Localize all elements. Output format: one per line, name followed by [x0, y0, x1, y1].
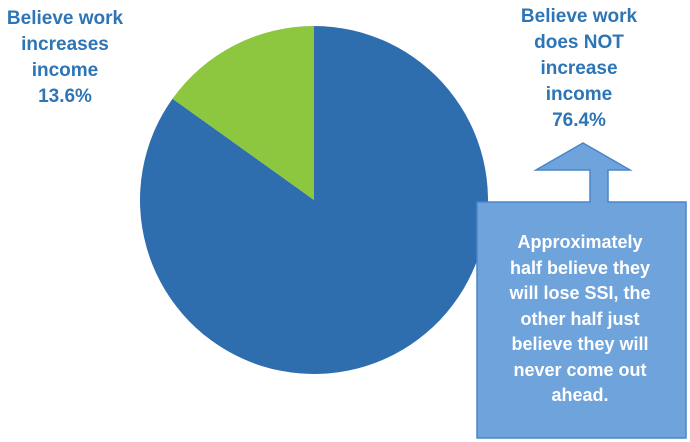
callout-line-4: other half just: [520, 308, 640, 329]
callout-line-5: believe they will: [511, 334, 649, 354]
slice-label-increases-line-1: Believe work: [6, 8, 124, 29]
pie-slice-increases: [172, 26, 314, 200]
callout-arrow-box: [476, 142, 687, 439]
slice-label-not-increase-line-3: increase: [540, 58, 618, 79]
slice-label-not-increase: Believe work does NOT increase income 76…: [500, 4, 658, 134]
callout-text: Approximately half believe they will los…: [486, 230, 674, 409]
callout-line-7: ahead.: [551, 385, 609, 405]
callout-line-1: Approximately: [517, 232, 643, 252]
slice-label-increases: Believe work increases income 13.6%: [0, 6, 130, 110]
callout-line-3: will lose SSI, the: [509, 283, 651, 303]
pie-slice-does-not-increase: [139, 26, 488, 374]
slice-label-not-increase-line-4: income: [545, 84, 613, 105]
slice-label-not-increase-line-2: does NOT: [534, 32, 624, 53]
slice-value-not-increase: 76.4%: [552, 110, 606, 131]
callout-line-6: never come out: [513, 359, 647, 380]
slice-value-increases: 13.6%: [38, 86, 92, 107]
slice-label-increases-line-2: increases: [21, 34, 109, 55]
slice-label-not-increase-line-1: Believe work: [520, 6, 638, 27]
callout-line-2: half believe they: [509, 257, 651, 278]
slice-label-increases-line-3: income: [31, 60, 99, 81]
